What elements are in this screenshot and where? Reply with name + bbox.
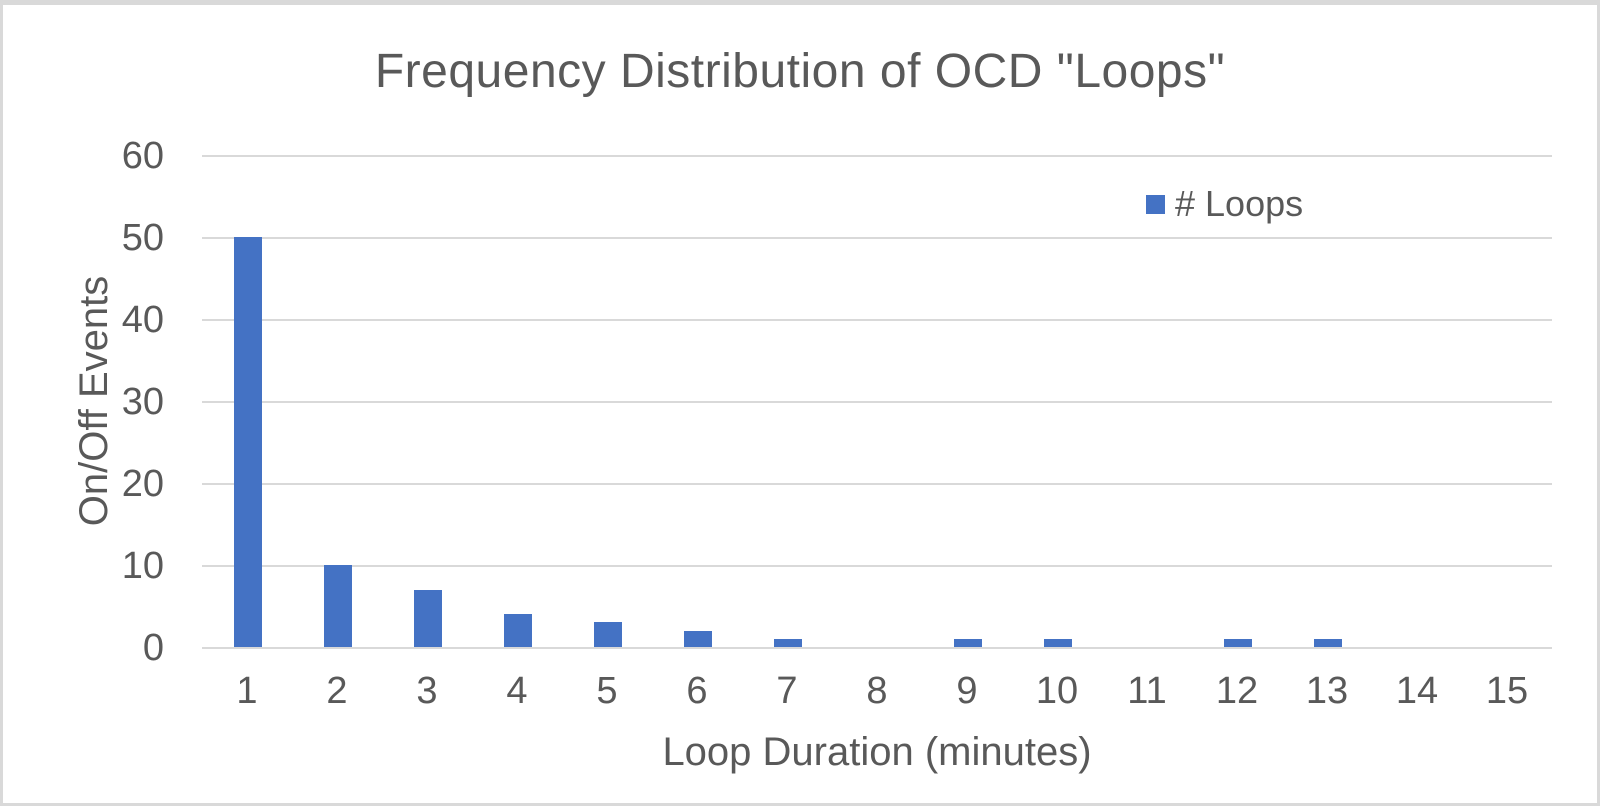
bar-category-7[interactable] — [774, 638, 802, 647]
x-tick-label: 11 — [1127, 670, 1167, 712]
y-tick-label: 20 — [121, 463, 164, 505]
legend-square-icon — [1146, 194, 1165, 214]
bar-category-9[interactable] — [954, 638, 982, 647]
legend[interactable]: # Loops — [1146, 186, 1303, 222]
x-tick-label: 1 — [236, 670, 258, 712]
x-axis-title: Loop Duration (minutes) — [662, 730, 1092, 774]
y-tick-label: 50 — [121, 217, 164, 259]
chart-title: Frequency Distribution of OCD "Loops" — [374, 45, 1226, 98]
bar-category-12[interactable] — [1224, 638, 1252, 647]
x-tick-label: 5 — [596, 670, 618, 712]
x-tick-label: 8 — [866, 670, 888, 712]
bar-category-1[interactable] — [234, 237, 262, 647]
x-tick-label: 4 — [506, 670, 528, 712]
gridline-y-10 — [202, 565, 1552, 567]
bar-category-2[interactable] — [324, 565, 352, 647]
bar-category-3[interactable] — [414, 589, 442, 647]
gridline-y-20 — [202, 483, 1552, 485]
y-axis-title: On/Off Events — [72, 275, 116, 527]
y-tick-label: 0 — [142, 627, 164, 669]
x-tick-label: 7 — [776, 670, 798, 712]
y-tick-label: 10 — [121, 545, 164, 587]
y-tick-label: 40 — [121, 299, 164, 341]
gridline-y-50 — [202, 237, 1552, 239]
x-tick-label: 10 — [1035, 670, 1079, 712]
y-tick-label: 30 — [121, 381, 164, 423]
bar-category-10[interactable] — [1044, 638, 1072, 647]
legend-series-label: # Loops — [1175, 183, 1304, 224]
bar-category-13[interactable] — [1314, 638, 1342, 647]
plot-area — [202, 155, 1552, 649]
x-tick-label: 12 — [1215, 670, 1259, 712]
gridline-y-40 — [202, 319, 1552, 321]
gridline-y-30 — [202, 401, 1552, 403]
x-tick-label: 3 — [416, 670, 438, 712]
x-tick-label: 2 — [326, 670, 348, 712]
x-tick-label: 14 — [1395, 670, 1439, 712]
gridline-y-60 — [202, 155, 1552, 157]
x-tick-label: 9 — [956, 670, 978, 712]
x-tick-label: 6 — [686, 670, 708, 712]
bar-category-5[interactable] — [594, 622, 622, 647]
x-tick-label: 13 — [1305, 670, 1349, 712]
gridline-y-0 — [202, 647, 1552, 649]
x-tick-label: 15 — [1485, 670, 1529, 712]
y-tick-label: 60 — [121, 135, 164, 177]
bar-category-4[interactable] — [504, 614, 532, 647]
bar-category-6[interactable] — [684, 630, 712, 647]
